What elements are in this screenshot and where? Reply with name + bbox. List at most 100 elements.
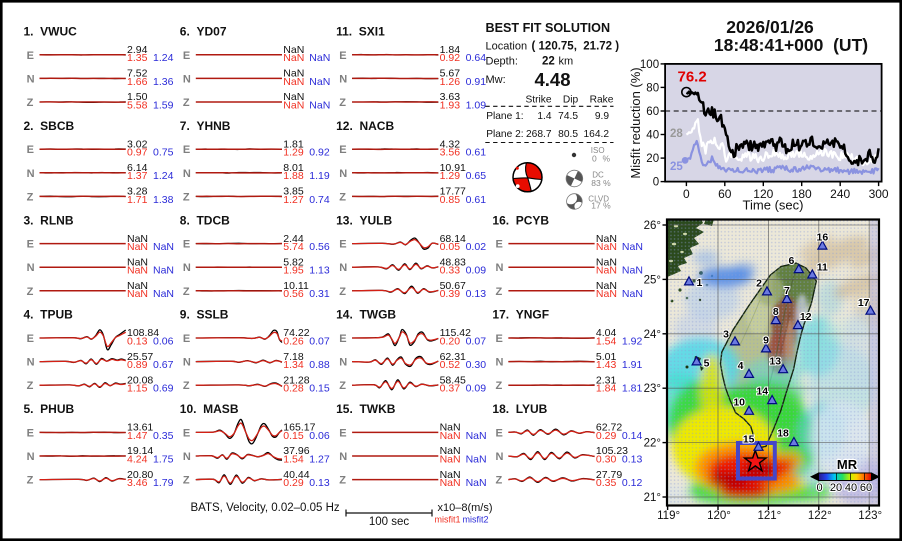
svg-text:misfit1: misfit1 bbox=[435, 515, 461, 525]
svg-text:108.84: 108.84 bbox=[127, 327, 159, 339]
svg-text:25.57: 25.57 bbox=[127, 351, 153, 363]
svg-text:E: E bbox=[27, 239, 34, 251]
svg-text:15: 15 bbox=[743, 433, 755, 445]
svg-text:10.91: 10.91 bbox=[440, 162, 466, 174]
svg-text:25: 25 bbox=[670, 161, 683, 173]
svg-text:0: 0 bbox=[653, 177, 659, 189]
svg-text:105.23: 105.23 bbox=[596, 445, 628, 457]
svg-text:E: E bbox=[339, 333, 346, 345]
svg-text:4.04: 4.04 bbox=[596, 327, 617, 339]
svg-text:0.15: 0.15 bbox=[309, 383, 330, 395]
svg-text:0.92: 0.92 bbox=[309, 147, 330, 159]
svg-text:16. PCYB: 16. PCYB bbox=[492, 213, 549, 227]
svg-text:1.59: 1.59 bbox=[153, 99, 174, 111]
svg-text:8: 8 bbox=[773, 306, 779, 318]
svg-text:NaN: NaN bbox=[283, 44, 304, 56]
svg-text:1.35: 1.35 bbox=[127, 52, 148, 64]
svg-text:Z: Z bbox=[183, 380, 190, 392]
svg-text:0.13: 0.13 bbox=[309, 477, 330, 489]
svg-text:48.83: 48.83 bbox=[440, 256, 466, 268]
svg-text:11: 11 bbox=[817, 262, 828, 274]
svg-text:Mw:: Mw: bbox=[486, 74, 506, 86]
svg-text:2.94: 2.94 bbox=[127, 44, 148, 56]
svg-text:0.14: 0.14 bbox=[622, 430, 643, 442]
svg-text:3.56: 3.56 bbox=[440, 147, 461, 159]
svg-text:Z: Z bbox=[339, 380, 346, 392]
svg-text:0.61: 0.61 bbox=[466, 147, 487, 159]
svg-text:0.85: 0.85 bbox=[440, 194, 461, 206]
svg-text:1.13: 1.13 bbox=[309, 265, 330, 277]
svg-text:NaN: NaN bbox=[466, 453, 487, 465]
svg-text:83 %: 83 % bbox=[591, 178, 611, 188]
svg-text:80.5: 80.5 bbox=[558, 129, 578, 140]
svg-text:7. YHNB: 7. YHNB bbox=[180, 119, 231, 133]
svg-text:0.06: 0.06 bbox=[309, 430, 330, 442]
svg-text:0.61: 0.61 bbox=[466, 194, 487, 206]
svg-text:60: 60 bbox=[718, 187, 732, 201]
svg-text:0.07: 0.07 bbox=[466, 335, 487, 347]
svg-text:1. VWUC: 1. VWUC bbox=[24, 25, 78, 39]
svg-text:13.61: 13.61 bbox=[127, 422, 153, 434]
svg-text:20.08: 20.08 bbox=[127, 374, 153, 386]
svg-text:NaN: NaN bbox=[283, 76, 304, 88]
svg-text:164.2: 164.2 bbox=[584, 129, 610, 140]
svg-text:E: E bbox=[27, 144, 34, 156]
svg-text:74.5: 74.5 bbox=[558, 111, 578, 122]
svg-text:0.30: 0.30 bbox=[466, 359, 487, 371]
svg-text:NaN: NaN bbox=[283, 68, 304, 80]
svg-text:0.35: 0.35 bbox=[153, 430, 174, 442]
svg-text:5.58: 5.58 bbox=[127, 99, 148, 111]
svg-text:60: 60 bbox=[646, 106, 659, 118]
svg-text:122°: 122° bbox=[808, 510, 832, 522]
svg-text:40.44: 40.44 bbox=[283, 469, 309, 481]
svg-text:NaN: NaN bbox=[309, 52, 330, 64]
svg-text:%: % bbox=[603, 154, 611, 164]
svg-text:4. TPUB: 4. TPUB bbox=[24, 308, 74, 322]
svg-text:7: 7 bbox=[784, 285, 790, 297]
svg-text:17.77: 17.77 bbox=[440, 186, 466, 198]
svg-text:0.52: 0.52 bbox=[440, 359, 461, 371]
svg-text:NaN: NaN bbox=[283, 91, 304, 103]
svg-text:Z: Z bbox=[339, 475, 346, 487]
svg-text:NaN: NaN bbox=[127, 256, 148, 268]
svg-text:0.89: 0.89 bbox=[127, 359, 148, 371]
svg-text:12: 12 bbox=[800, 311, 812, 323]
svg-text:0.13: 0.13 bbox=[127, 335, 148, 347]
svg-text:NaN: NaN bbox=[127, 280, 148, 292]
svg-text:0: 0 bbox=[816, 482, 822, 494]
svg-text:0.65: 0.65 bbox=[466, 170, 487, 182]
svg-text:Z: Z bbox=[27, 97, 34, 109]
svg-text:1.91: 1.91 bbox=[622, 359, 643, 371]
svg-text:121°: 121° bbox=[758, 510, 782, 522]
svg-text:NaN: NaN bbox=[153, 265, 174, 277]
svg-text:10. MASB: 10. MASB bbox=[180, 402, 239, 416]
svg-text:N: N bbox=[183, 73, 191, 85]
svg-text:NaN: NaN bbox=[309, 99, 330, 111]
svg-text:180: 180 bbox=[792, 187, 812, 201]
svg-text:0.28: 0.28 bbox=[283, 383, 304, 395]
svg-text:62.72: 62.72 bbox=[596, 422, 622, 434]
svg-text:2: 2 bbox=[756, 278, 762, 290]
svg-text:11. SXI1: 11. SXI1 bbox=[336, 25, 385, 39]
svg-text:37.96: 37.96 bbox=[283, 445, 309, 457]
svg-text:ISO: ISO bbox=[591, 146, 605, 155]
svg-text:Z: Z bbox=[339, 97, 346, 109]
svg-text:NaN: NaN bbox=[153, 241, 174, 253]
svg-text:Location: Location bbox=[486, 41, 528, 53]
svg-text:268.7: 268.7 bbox=[526, 129, 552, 140]
svg-text:120°: 120° bbox=[707, 510, 731, 522]
svg-text:E: E bbox=[183, 239, 190, 251]
svg-text:Z: Z bbox=[183, 475, 190, 487]
svg-text:N: N bbox=[339, 73, 347, 85]
svg-text:1.79: 1.79 bbox=[153, 477, 174, 489]
svg-text:76.2: 76.2 bbox=[678, 69, 707, 86]
svg-text:16: 16 bbox=[817, 232, 829, 244]
svg-text:10: 10 bbox=[733, 396, 745, 408]
svg-text:19.14: 19.14 bbox=[127, 445, 153, 457]
svg-text:0.13: 0.13 bbox=[622, 453, 643, 465]
svg-text:9.9: 9.9 bbox=[595, 111, 609, 122]
svg-text:1.24: 1.24 bbox=[153, 170, 174, 182]
svg-text:25°: 25° bbox=[644, 274, 661, 286]
svg-text:0.74: 0.74 bbox=[309, 194, 330, 206]
svg-text:NaN: NaN bbox=[440, 477, 461, 489]
